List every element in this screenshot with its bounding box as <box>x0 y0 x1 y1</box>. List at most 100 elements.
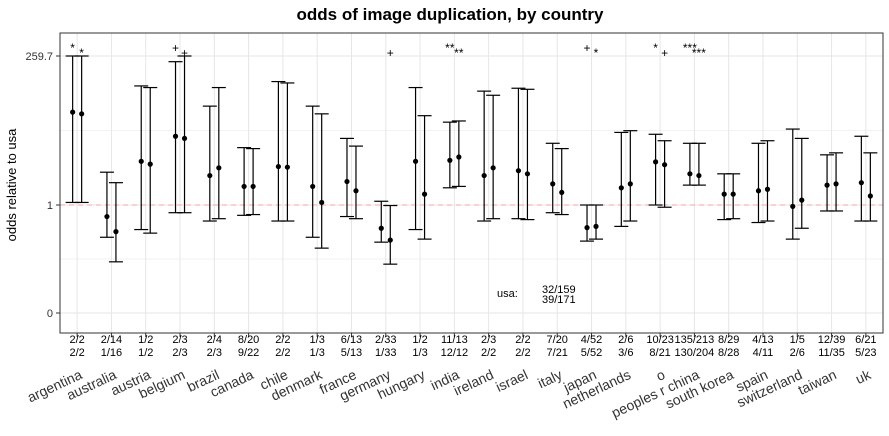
count-label-canada-s2: 9/22 <box>238 347 259 359</box>
significance-marker-peoples-r-china-s2: *** <box>692 46 706 60</box>
count-label-ireland-s1: 2/3 <box>481 334 496 346</box>
significance-marker-japan-s2: * <box>594 46 599 60</box>
count-label-italy-s2: 7/21 <box>547 347 568 359</box>
count-label-switzerland-s2: 2/6 <box>790 347 805 359</box>
point-israel-s1 <box>515 168 522 174</box>
count-label-argentina-s2: 2/2 <box>69 347 84 359</box>
y-tick-label-2: 259.7 <box>25 51 53 63</box>
significance-marker-o-s2: + <box>661 46 668 60</box>
point-japan-s2 <box>593 223 599 230</box>
count-label-ireland-s2: 2/2 <box>481 347 496 359</box>
point-canada-s2 <box>250 183 256 190</box>
count-label-hungary-s2: 1/3 <box>412 347 427 359</box>
count-label-spain-s2: 4/11 <box>753 347 774 359</box>
point-argentina-s2 <box>79 111 85 117</box>
point-brazil-s1 <box>207 172 213 179</box>
count-label-netherlands-s2: 3/6 <box>618 347 633 359</box>
count-label-belgium-s1: 2/3 <box>172 334 187 346</box>
point-spain-s1 <box>755 188 762 194</box>
y-axis-label: odds relative to usa <box>4 128 19 242</box>
point-germany-s2 <box>387 237 393 243</box>
count-label-o-s1: 10/23 <box>646 334 674 346</box>
point-denmark-s1 <box>310 183 316 190</box>
y-tick-label-1: 1 <box>47 200 53 212</box>
count-label-peoples-r-china-s1: 135/213 <box>675 334 715 346</box>
count-label-italy-s1: 7/20 <box>547 334 568 346</box>
count-label-argentina-s1: 2/2 <box>69 334 84 346</box>
count-label-netherlands-s1: 2/6 <box>618 334 633 346</box>
count-label-canada-s1: 8/20 <box>238 334 259 346</box>
count-label-austria-s1: 1/2 <box>138 334 153 346</box>
count-label-india-s2: 12/12 <box>441 347 469 359</box>
count-label-israel-s2: 2/2 <box>515 347 530 359</box>
x-tick-label-taiwan: taiwan <box>795 366 838 398</box>
significance-marker-belgium-s1: + <box>172 41 179 55</box>
y-tick-label-0: 0 <box>47 308 53 320</box>
point-ireland-s2 <box>490 165 496 171</box>
point-ireland-s1 <box>481 172 487 179</box>
point-taiwan-s1 <box>824 182 830 188</box>
point-france-s2 <box>353 188 359 194</box>
significance-marker-argentina-s2: * <box>79 46 84 60</box>
point-switzerland-s1 <box>790 203 796 209</box>
count-label-belgium-s2: 2/3 <box>172 347 187 359</box>
significance-marker-japan-s1: + <box>584 41 591 55</box>
chart-title: odds of image duplication, by country <box>297 5 605 24</box>
count-label-peoples-r-china-s2: 130/204 <box>675 347 715 359</box>
count-label-australia-s1: 2/14 <box>101 334 122 346</box>
count-label-japan-s1: 4/52 <box>581 334 602 346</box>
point-argentina-s1 <box>70 109 76 115</box>
count-label-brazil-s1: 2/4 <box>207 334 222 346</box>
point-denmark-s2 <box>319 199 325 206</box>
point-netherlands-s1 <box>618 185 624 191</box>
point-belgium-s2 <box>181 135 188 142</box>
count-label-taiwan-s1: 12/39 <box>818 334 846 346</box>
point-italy-s1 <box>550 181 556 187</box>
x-tick-label-italy: italy <box>535 366 564 391</box>
count-label-hungary-s1: 1/2 <box>412 334 427 346</box>
x-tick-label-israel: israel <box>493 366 530 395</box>
point-israel-s2 <box>524 171 531 177</box>
point-spain-s2 <box>764 186 771 192</box>
point-france-s1 <box>344 178 350 185</box>
count-label-germany-s2: 1/33 <box>375 347 396 359</box>
count-label-south-korea-s1: 8/29 <box>718 334 739 346</box>
point-chile-s2 <box>284 164 290 170</box>
usa-annotation-count-2: 39/171 <box>542 294 576 306</box>
count-label-uk-s2: 5/23 <box>855 347 876 359</box>
point-belgium-s1 <box>172 133 179 139</box>
count-label-australia-s2: 1/16 <box>101 347 122 359</box>
panel-background <box>60 33 883 333</box>
point-italy-s2 <box>559 189 565 196</box>
point-germany-s1 <box>378 225 384 231</box>
point-south-korea-s2 <box>730 191 736 197</box>
chart-marks <box>65 55 878 265</box>
significance-marker-o-s1: * <box>653 41 658 55</box>
count-label-brazil-s2: 2/3 <box>207 347 222 359</box>
count-label-o-s2: 8/21 <box>649 347 670 359</box>
significance-marker-belgium-s2: + <box>181 46 188 60</box>
plot-panel <box>56 32 884 337</box>
significance-marker-peoples-r-china-s1: *** <box>683 41 697 55</box>
count-label-denmark-s1: 1/3 <box>310 334 325 346</box>
count-label-south-korea-s2: 8/28 <box>718 347 739 359</box>
point-australia-s2 <box>113 229 119 235</box>
point-hungary-s1 <box>412 158 419 164</box>
count-label-japan-s2: 5/52 <box>581 347 602 359</box>
point-o-s2 <box>662 162 668 168</box>
point-uk-s1 <box>858 180 864 186</box>
significance-marker-germany-s2: + <box>387 46 394 60</box>
usa-annotation-count-1: 32/159 <box>542 284 576 296</box>
usa-annotation-label: usa: <box>497 288 518 300</box>
point-austria-s2 <box>147 161 153 167</box>
point-india-s1 <box>447 157 453 163</box>
point-japan-s1 <box>584 225 590 231</box>
count-label-france-s2: 5/13 <box>341 347 362 359</box>
point-switzerland-s2 <box>799 197 805 203</box>
point-o-s1 <box>653 159 659 165</box>
count-label-denmark-s2: 1/3 <box>310 347 325 359</box>
count-label-india-s1: 11/13 <box>441 334 468 346</box>
point-canada-s1 <box>241 183 247 190</box>
point-peoples-r-china-s1 <box>687 171 693 177</box>
